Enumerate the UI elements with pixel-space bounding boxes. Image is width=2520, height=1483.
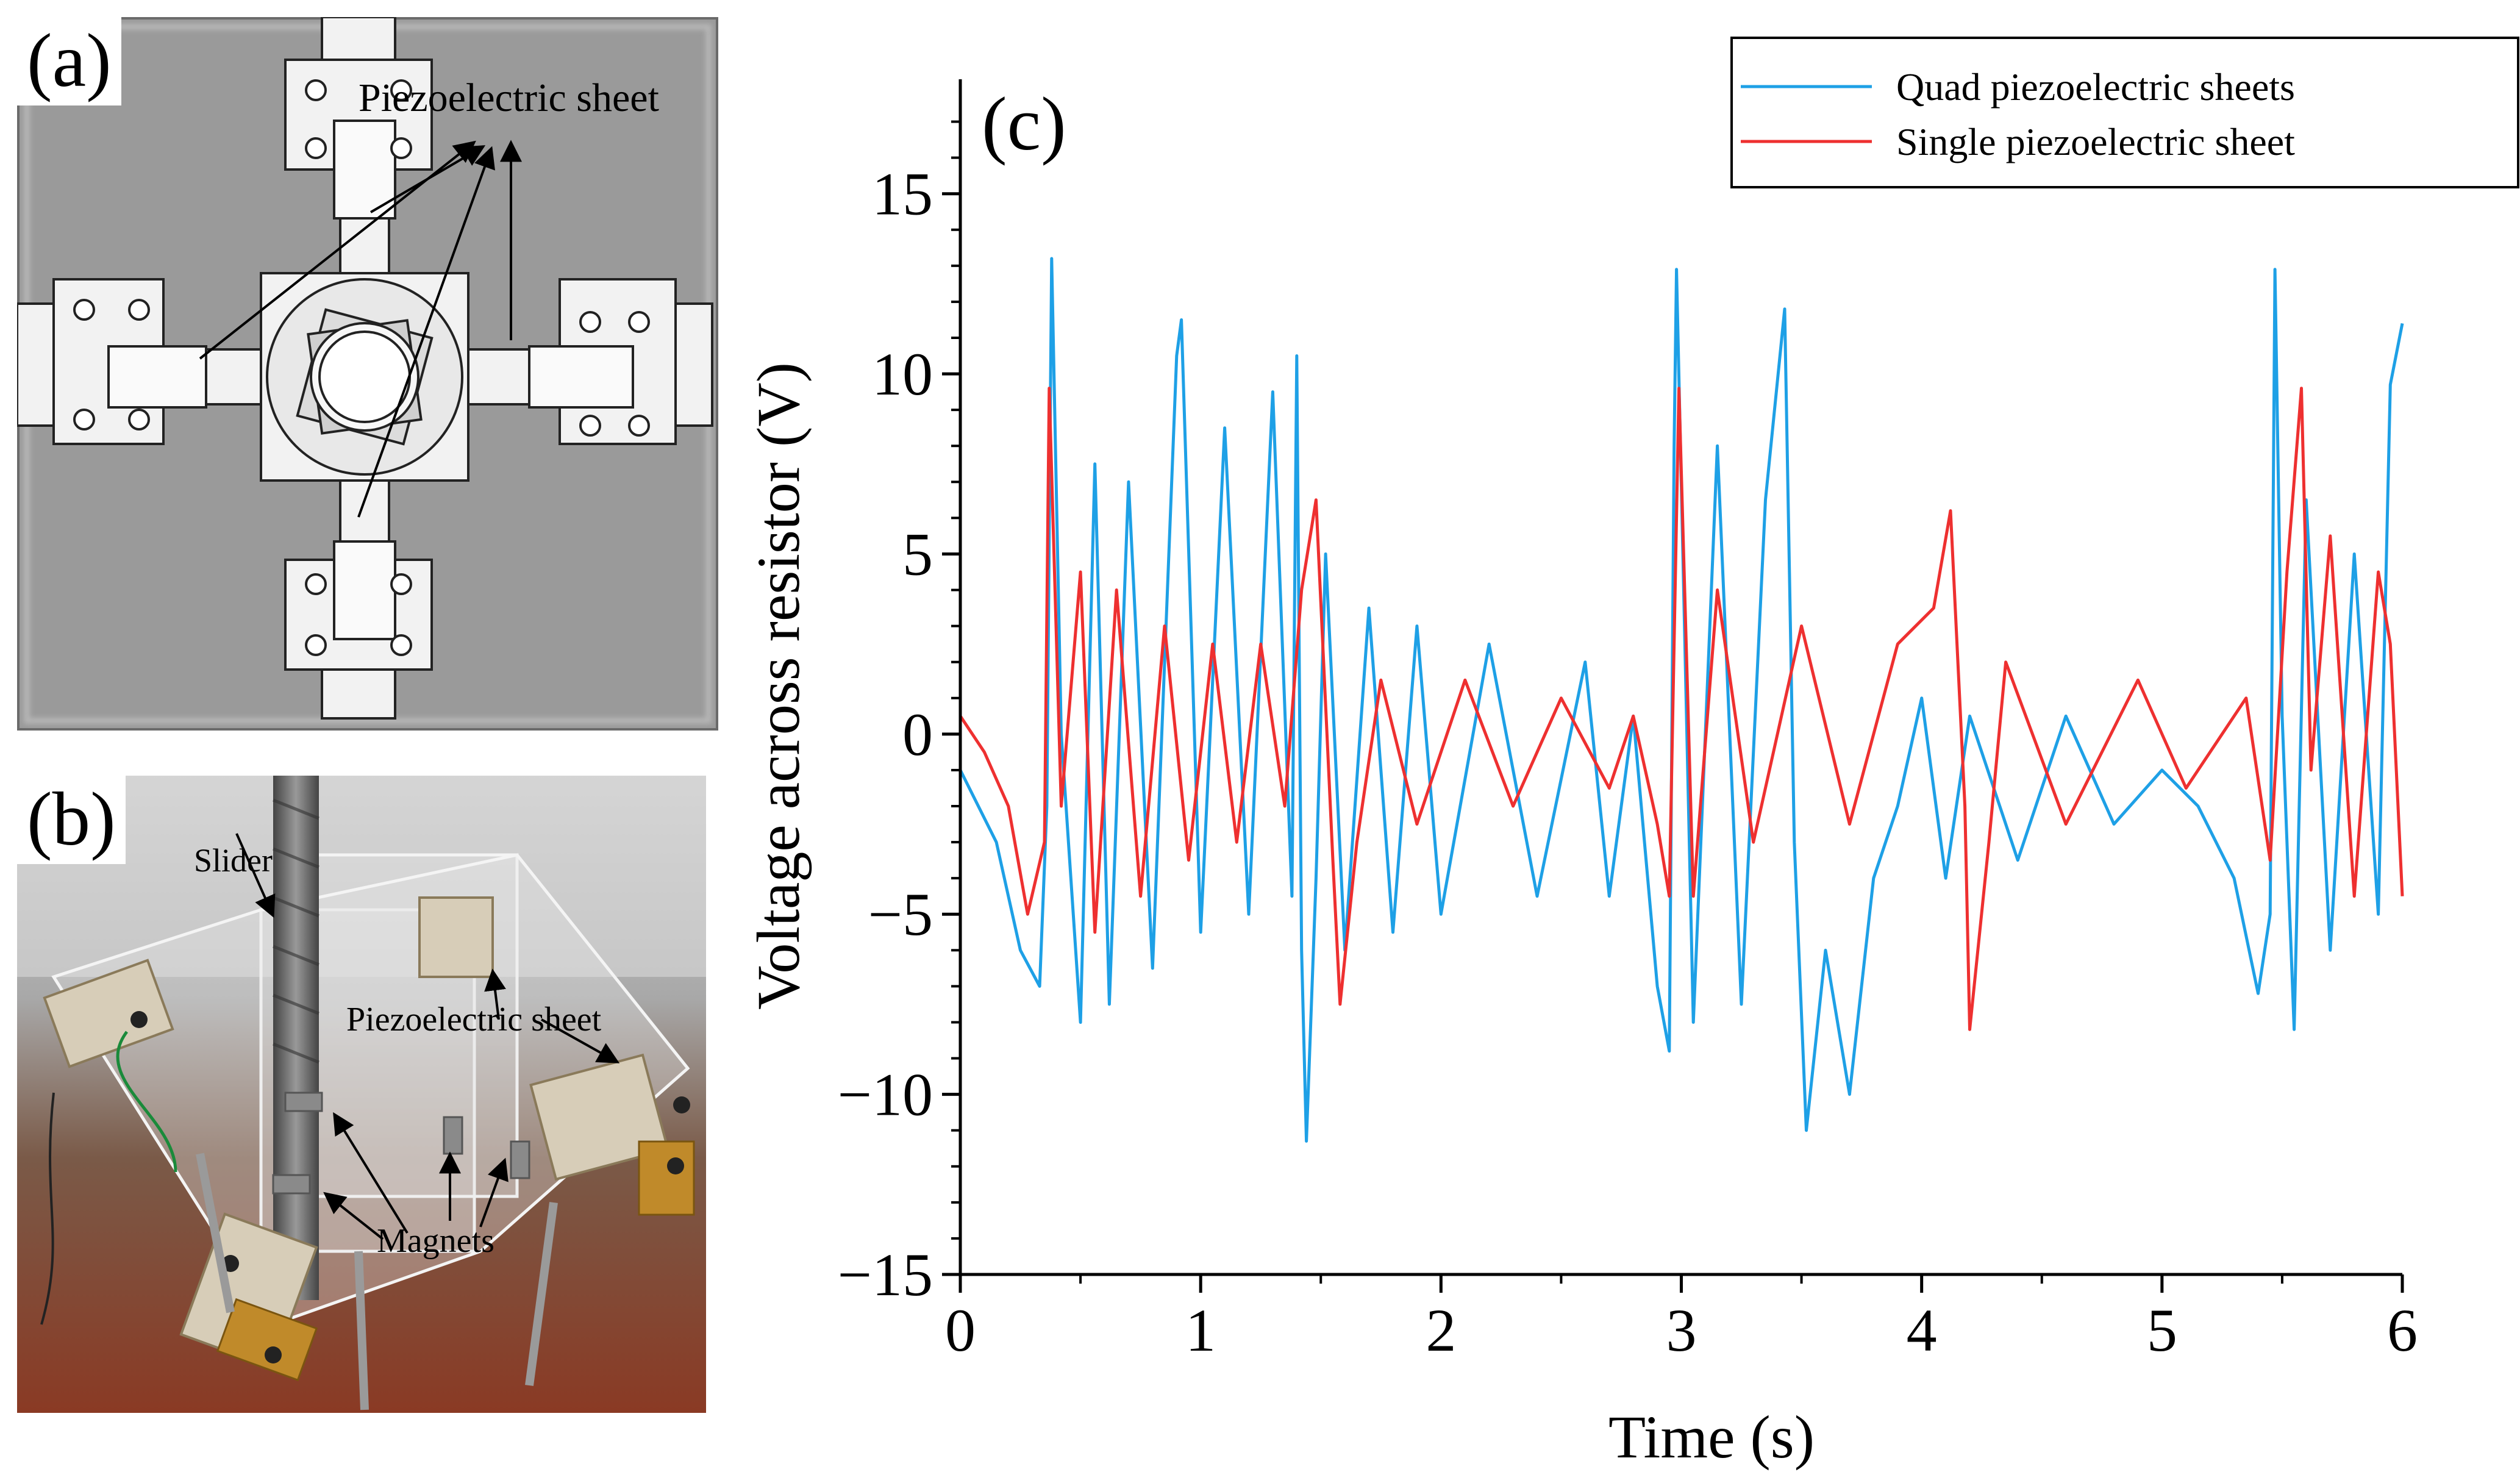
x-tick-label: 2 — [1426, 1296, 1456, 1364]
x-tick-label: 0 — [945, 1296, 976, 1364]
panel-a-schematic: Piezoelectric sheet (a) — [16, 16, 718, 731]
y-tick-label: 0 — [902, 701, 933, 768]
slider-label: Slider — [194, 842, 273, 879]
y-axis-title: Voltage across resistor (V) — [744, 362, 812, 1010]
series-line-1 — [958, 257, 2404, 1143]
y-tick-label: 10 — [872, 340, 933, 408]
y-tick-label: 5 — [902, 520, 933, 588]
y-tick-label: 15 — [872, 160, 933, 228]
panel-c-chart: −15 −10 −5 0 5 10 15 0 1 2 3 4 5 6 Quad piezoelectric… — [719, 0, 2520, 1480]
panel-c-label: (c) — [982, 82, 1066, 166]
panel-a-label: (a) — [17, 17, 121, 105]
axes — [942, 79, 2404, 1293]
legend-label-1: Quad piezoelectric sheets — [1896, 65, 2295, 109]
x-tick-label: 3 — [1666, 1296, 1697, 1364]
x-tick-label: 4 — [1907, 1296, 1937, 1364]
y-tick-label: −5 — [868, 881, 933, 948]
series-group — [958, 257, 2404, 1143]
piezo-label-b: Piezoelectric sheet — [346, 1001, 602, 1038]
series-line-2 — [958, 387, 2404, 1031]
voltage-chart: −15 −10 −5 0 5 10 15 0 1 2 3 4 5 6 Quad piezoelectric… — [744, 37, 2519, 1471]
magnets-label: Magnets — [377, 1222, 494, 1260]
piezo-label-a: Piezoelectric sheet — [359, 76, 659, 120]
legend-box — [1730, 37, 2519, 188]
x-tick-label: 1 — [1185, 1296, 1216, 1364]
x-tick-label: 5 — [2147, 1296, 2177, 1364]
panel-b-label: (b) — [17, 776, 126, 864]
x-axis-title: Time (s) — [1608, 1403, 1815, 1471]
prototype-photo — [17, 776, 706, 1413]
panel-b-photo: Slider Piezoelectric sheet Magnets (b) — [17, 776, 706, 1413]
annotation-arrows-a — [199, 140, 522, 518]
tick-labels: −15 −10 −5 0 5 10 15 0 1 2 3 4 5 6 — [838, 160, 2418, 1364]
schematic-drawing — [16, 16, 718, 731]
lead-screw — [273, 776, 319, 1300]
x-tick-label: 6 — [2387, 1296, 2418, 1364]
y-tick-label: −15 — [838, 1241, 933, 1309]
legend-label-2: Single piezoelectric sheet — [1896, 120, 2295, 163]
legend: Quad piezoelectric sheets Single piezoele… — [1730, 37, 2519, 188]
y-tick-label: −10 — [838, 1061, 933, 1129]
annotation-arrows-b — [235, 833, 620, 1240]
